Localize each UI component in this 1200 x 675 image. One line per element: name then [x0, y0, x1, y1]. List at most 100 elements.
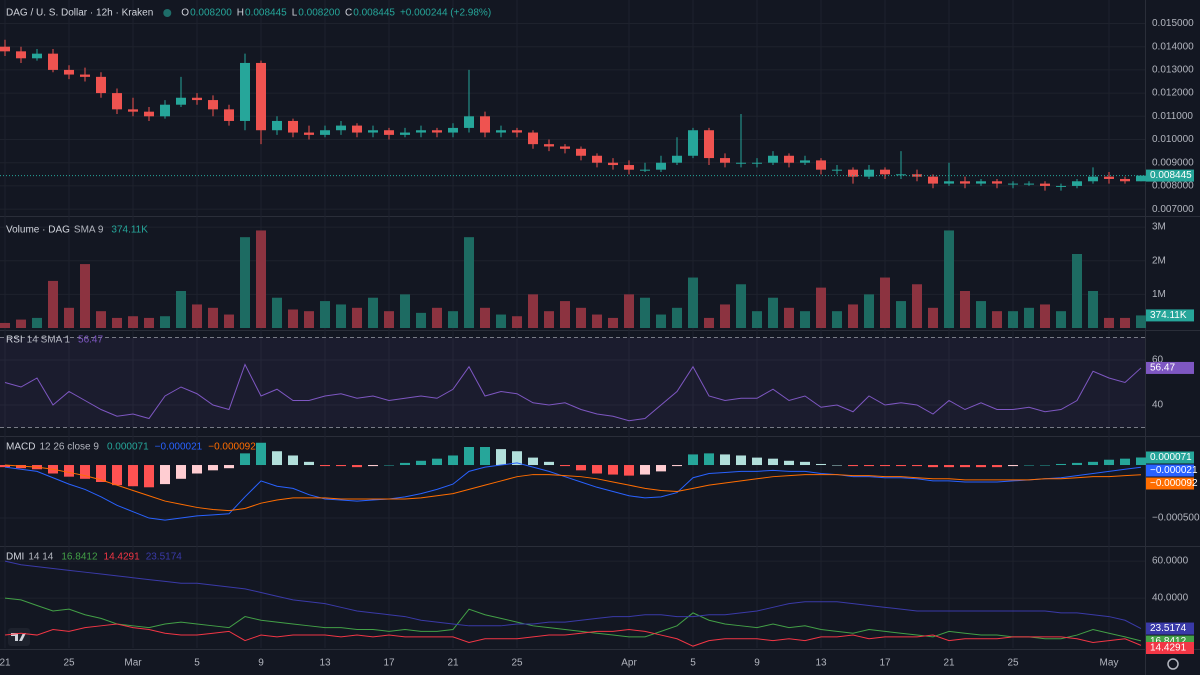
x-tick-label: May — [1100, 658, 1119, 669]
candle-body — [800, 160, 810, 163]
y-tick-label: 0.010000 — [1152, 134, 1194, 145]
candle-body — [256, 62, 266, 131]
macd-histogram-bar — [304, 461, 314, 466]
candle-body — [16, 51, 26, 59]
macd-histogram-bar — [608, 465, 618, 475]
x-tick-label: 5 — [194, 658, 200, 669]
volume-bar — [288, 309, 298, 328]
indicator-title: Volume · DAG — [6, 225, 70, 236]
candle-body — [1056, 185, 1066, 187]
volume-bar — [0, 322, 10, 328]
macd-histogram-bar — [544, 461, 554, 466]
candle-body — [832, 169, 842, 171]
volume-bar — [944, 230, 954, 328]
volume-bar — [576, 307, 586, 328]
last-value-label: −0.000092 — [1150, 478, 1198, 489]
indicator-title: RSI — [6, 335, 23, 346]
macd-histogram-bar — [352, 465, 362, 468]
candle-body — [704, 130, 714, 159]
indicator-params: 12 26 close 9 — [39, 442, 99, 453]
macd-histogram-bar — [480, 446, 490, 466]
volume-bar — [1056, 311, 1066, 328]
candle-body — [176, 97, 186, 105]
macd-histogram-bar — [128, 465, 138, 487]
candle-body — [688, 130, 698, 156]
volume-bar — [784, 307, 794, 328]
x-tick-label: 25 — [1007, 658, 1019, 669]
last-value-box — [1146, 642, 1194, 654]
status-dot — [163, 9, 172, 17]
indicator-title: MACD — [6, 442, 35, 453]
x-tick-label: 13 — [815, 658, 827, 669]
indicator-params: 14 SMA 1 — [27, 335, 71, 346]
x-tick-label: 9 — [754, 658, 760, 669]
x-tick-label: 9 — [258, 658, 264, 669]
macd-histogram-bar — [80, 465, 90, 479]
volume-bar — [1120, 317, 1130, 328]
indicator-value: 14.4291 — [104, 552, 141, 563]
macd-histogram-bar — [912, 465, 922, 467]
volume-bar — [192, 304, 202, 328]
ohlc-value: 0.008445 — [353, 8, 395, 19]
volume-bar — [736, 284, 746, 328]
indicator-line — [4, 560, 1142, 629]
candle-body — [736, 162, 746, 164]
macd-line — [4, 464, 1142, 512]
macd-histogram-bar — [1120, 458, 1130, 466]
macd-histogram-bar — [752, 457, 762, 466]
candle-body — [96, 76, 106, 94]
last-value-label: −0.000021 — [1150, 465, 1198, 476]
tv-logo — [8, 628, 30, 646]
volume-bar — [432, 307, 442, 328]
gear[interactable] — [1167, 658, 1179, 670]
macd-histogram-bar — [224, 465, 234, 469]
indicator-params: SMA 9 — [74, 225, 104, 236]
macd-histogram-bar — [688, 454, 698, 466]
macd-histogram-bar — [992, 465, 1002, 468]
volume-bar — [400, 294, 410, 328]
x-tick-label: 5 — [690, 658, 696, 669]
macd-histogram-bar — [448, 455, 458, 466]
volume-bar — [800, 311, 810, 328]
indicator-line — [4, 597, 1142, 642]
macd-histogram-bar — [208, 465, 218, 471]
macd-histogram-bar — [256, 442, 266, 466]
rsi-band-fill — [0, 337, 1145, 428]
macd-histogram-bar — [96, 465, 106, 482]
candle-body — [848, 169, 858, 177]
macd-histogram-bar — [0, 465, 10, 468]
candle-body — [336, 125, 346, 131]
macd-histogram-bar — [384, 465, 394, 466]
volume-bar — [848, 304, 858, 328]
candle-body — [992, 181, 1002, 184]
last-value-label: 374.11K — [1150, 310, 1187, 321]
volume-bar — [16, 319, 26, 328]
last-value-box — [1146, 622, 1194, 635]
volume-bar — [976, 301, 986, 328]
volume-bar — [320, 301, 330, 328]
macd-histogram-bar — [592, 465, 602, 474]
volume-bar — [656, 314, 666, 328]
x-tick-label: 17 — [383, 658, 395, 669]
candle-body — [224, 109, 234, 121]
last-value-box — [1146, 464, 1194, 477]
y-tick-label: 3M — [1152, 222, 1166, 233]
volume-bar — [1104, 317, 1114, 328]
y-tick-label: 0.008000 — [1152, 181, 1194, 192]
candle-body — [896, 174, 906, 176]
settings-icon[interactable] — [1167, 658, 1179, 670]
macd-histogram-bar — [416, 460, 426, 466]
volume-bar — [368, 297, 378, 328]
candle-body — [928, 176, 938, 184]
y-tick-label: 40 — [1152, 400, 1164, 411]
y-tick-label: 0.007000 — [1152, 204, 1194, 215]
x-tick-label: Apr — [621, 658, 637, 669]
volume-bar — [272, 297, 282, 328]
candle-body — [304, 132, 314, 135]
indicator-line — [4, 363, 1142, 422]
macd-histogram-bar — [512, 451, 522, 466]
volume-bar — [752, 311, 762, 328]
volume-bar — [896, 301, 906, 328]
macd-histogram-bar — [1104, 459, 1114, 466]
macd-histogram-bar — [464, 446, 474, 466]
